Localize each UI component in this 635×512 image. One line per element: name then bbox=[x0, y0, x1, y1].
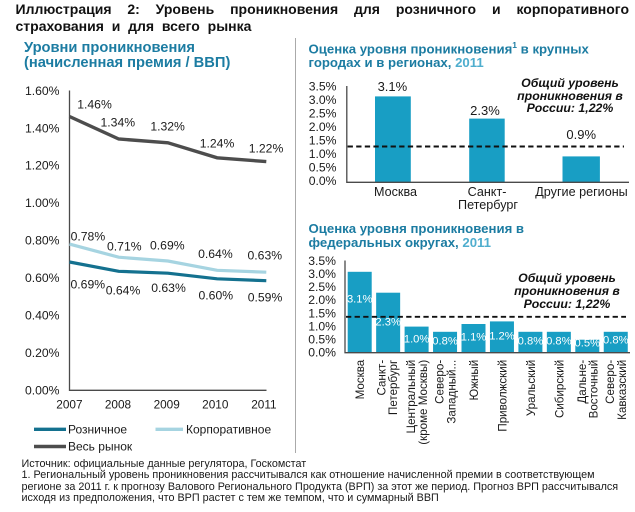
svg-text:0.60%: 0.60% bbox=[25, 271, 60, 285]
svg-text:0.20%: 0.20% bbox=[25, 346, 60, 360]
svg-text:1.5%: 1.5% bbox=[309, 134, 337, 148]
svg-text:Розничное: Розничное bbox=[68, 423, 127, 437]
svg-text:0.9%: 0.9% bbox=[566, 127, 596, 142]
svg-text:3.0%: 3.0% bbox=[309, 93, 337, 107]
svg-text:0.64%: 0.64% bbox=[106, 283, 141, 297]
svg-text:Москва: Москва bbox=[354, 359, 367, 399]
svg-text:Дальне-Восточный: Дальне-Восточный bbox=[576, 360, 601, 419]
svg-text:1.5%: 1.5% bbox=[308, 306, 336, 320]
svg-text:1.1%: 1.1% bbox=[461, 332, 487, 344]
svg-text:0.00%: 0.00% bbox=[25, 384, 60, 398]
svg-text:Приволжский: Приволжский bbox=[497, 360, 510, 432]
svg-text:Весь рынок: Весь рынок bbox=[68, 440, 133, 454]
svg-text:3.1%: 3.1% bbox=[378, 79, 408, 94]
svg-text:0.71%: 0.71% bbox=[107, 239, 142, 253]
svg-text:0.78%: 0.78% bbox=[71, 229, 106, 243]
svg-text:0.0%: 0.0% bbox=[308, 345, 336, 359]
svg-text:0.60%: 0.60% bbox=[199, 289, 234, 303]
svg-text:0.69%: 0.69% bbox=[150, 239, 185, 253]
svg-text:0.0%: 0.0% bbox=[309, 174, 337, 188]
svg-text:1.22%: 1.22% bbox=[249, 142, 284, 156]
svg-text:Северо-Кавказский: Северо-Кавказский bbox=[604, 360, 629, 420]
svg-text:Петербург: Петербург bbox=[458, 198, 518, 212]
svg-text:1.24%: 1.24% bbox=[200, 137, 235, 151]
svg-text:2008: 2008 bbox=[105, 398, 132, 412]
svg-text:1.0%: 1.0% bbox=[308, 319, 336, 333]
svg-text:3.0%: 3.0% bbox=[308, 267, 336, 281]
svg-text:1.34%: 1.34% bbox=[101, 116, 136, 130]
svg-text:1.0%: 1.0% bbox=[404, 334, 430, 346]
svg-text:1.40%: 1.40% bbox=[25, 121, 60, 135]
svg-text:0.8%: 0.8% bbox=[432, 336, 458, 348]
svg-text:0.59%: 0.59% bbox=[248, 290, 283, 304]
svg-text:1.32%: 1.32% bbox=[150, 120, 185, 134]
svg-text:1.0%: 1.0% bbox=[309, 147, 337, 161]
svg-text:2.5%: 2.5% bbox=[309, 107, 337, 121]
svg-text:2.3%: 2.3% bbox=[470, 103, 500, 118]
svg-text:3.1%: 3.1% bbox=[347, 294, 373, 306]
svg-text:1.2%: 1.2% bbox=[489, 331, 515, 343]
svg-text:0.8%: 0.8% bbox=[603, 335, 629, 347]
svg-text:2.3%: 2.3% bbox=[375, 317, 401, 329]
svg-text:0.80%: 0.80% bbox=[25, 234, 60, 248]
svg-text:0.5%: 0.5% bbox=[575, 338, 601, 350]
svg-text:2011: 2011 bbox=[251, 398, 276, 412]
svg-text:1.60%: 1.60% bbox=[25, 84, 60, 98]
svg-text:0.63%: 0.63% bbox=[248, 249, 283, 263]
svg-text:2.0%: 2.0% bbox=[308, 293, 336, 307]
svg-text:0.5%: 0.5% bbox=[309, 161, 337, 175]
svg-text:0.8%: 0.8% bbox=[546, 336, 572, 348]
svg-text:Москва: Москва bbox=[374, 185, 417, 199]
svg-text:Сибирский: Сибирский bbox=[553, 360, 566, 418]
svg-text:0.69%: 0.69% bbox=[71, 277, 106, 291]
svg-text:Уральский: Уральский bbox=[525, 360, 538, 416]
svg-text:Южный: Южный bbox=[468, 360, 481, 401]
svg-text:2009: 2009 bbox=[154, 398, 180, 412]
svg-text:0.5%: 0.5% bbox=[308, 332, 336, 346]
svg-text:Корпоративное: Корпоративное bbox=[186, 423, 271, 437]
svg-text:2.0%: 2.0% bbox=[309, 120, 337, 134]
svg-text:3.5%: 3.5% bbox=[309, 80, 337, 94]
svg-text:Санкт-: Санкт- bbox=[468, 185, 507, 199]
svg-text:0.64%: 0.64% bbox=[198, 247, 233, 261]
svg-text:0.63%: 0.63% bbox=[151, 281, 186, 295]
svg-text:1.20%: 1.20% bbox=[25, 159, 60, 173]
svg-text:2010: 2010 bbox=[202, 398, 229, 412]
svg-text:2.5%: 2.5% bbox=[308, 280, 336, 294]
svg-text:0.8%: 0.8% bbox=[518, 336, 544, 348]
svg-text:1.00%: 1.00% bbox=[25, 196, 60, 210]
svg-text:Северо-Западный...: Северо-Западный... bbox=[434, 360, 459, 424]
svg-text:1.46%: 1.46% bbox=[77, 97, 112, 111]
svg-text:Центральный(кроме Москвы): Центральный(кроме Москвы) bbox=[405, 360, 430, 445]
svg-text:Другие регионы: Другие регионы bbox=[535, 185, 627, 199]
svg-text:2007: 2007 bbox=[56, 398, 82, 412]
svg-text:Санкт-Петербург: Санкт-Петербург bbox=[375, 360, 400, 415]
svg-text:0.40%: 0.40% bbox=[25, 309, 60, 323]
svg-text:3.5%: 3.5% bbox=[308, 254, 336, 268]
